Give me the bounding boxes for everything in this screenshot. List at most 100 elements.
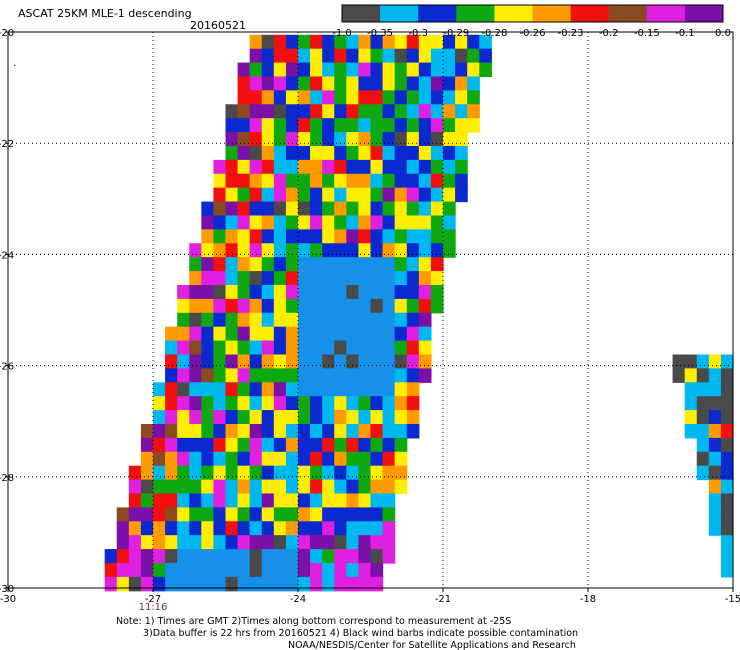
heatmap-cell (418, 187, 432, 203)
heatmap-cell (334, 521, 347, 536)
heatmap-cell (720, 479, 734, 495)
heatmap-cell (298, 535, 311, 550)
heatmap-cell (334, 271, 347, 286)
heatmap-cell (165, 396, 178, 411)
heatmap-cell (382, 34, 396, 50)
heatmap-cell (467, 76, 480, 91)
colorbar-swatch (684, 5, 724, 22)
heatmap-cell (213, 201, 227, 217)
heatmap-cell (672, 368, 686, 383)
heatmap-cell (165, 507, 178, 522)
heatmap-cell (225, 118, 239, 133)
heatmap-cell (310, 479, 323, 495)
heatmap-cell (285, 201, 299, 217)
heatmap-cell (418, 340, 432, 356)
heatmap-cell (346, 201, 360, 217)
heatmap-cell (177, 326, 190, 342)
heatmap-cell (443, 90, 456, 105)
heatmap-cell (418, 215, 432, 230)
heatmap-cell (406, 312, 420, 328)
heatmap-cell (261, 549, 275, 564)
heatmap-cell (310, 437, 323, 453)
heatmap-cell (213, 326, 227, 342)
heatmap-cell (261, 451, 275, 467)
heatmap-cell (153, 423, 166, 439)
heatmap-cell (334, 549, 347, 564)
heatmap-cell (261, 229, 275, 244)
heatmap-cell (213, 298, 227, 314)
heatmap-cell (358, 48, 372, 64)
heatmap-cell (430, 257, 444, 272)
heatmap-cell (285, 562, 299, 578)
heatmap-cell (479, 48, 492, 64)
heatmap-cell (285, 451, 299, 467)
heatmap-cell (237, 159, 251, 175)
heatmap-cell (382, 118, 396, 133)
heatmap-cell (370, 298, 384, 314)
heatmap-cell (430, 76, 444, 91)
heatmap-cell (128, 521, 142, 536)
heatmap-cell (261, 187, 275, 203)
heatmap-cell (430, 201, 444, 217)
heatmap-cell (418, 159, 432, 175)
heatmap-cell (346, 312, 360, 328)
heatmap-cell (201, 535, 215, 550)
heatmap-cell (358, 521, 372, 536)
heatmap-cell (322, 507, 335, 522)
heatmap-cell (249, 229, 263, 244)
heatmap-cell (720, 493, 734, 508)
heatmap-cell (213, 562, 227, 578)
heatmap-cell (322, 132, 335, 147)
heatmap-cell (358, 201, 372, 217)
heatmap-cell (322, 90, 335, 105)
heatmap-cell (237, 451, 251, 467)
heatmap-cell (298, 229, 311, 244)
heatmap-cell (708, 437, 722, 453)
heatmap-cell (382, 521, 396, 536)
heatmap-cell (358, 284, 372, 300)
heatmap-cell (201, 521, 215, 536)
heatmap-cell (467, 104, 480, 119)
heatmap-cell (382, 76, 396, 91)
heatmap-cell (394, 257, 408, 272)
heatmap-cell (358, 479, 372, 495)
heatmap-cell (237, 549, 251, 564)
heatmap-cell (322, 396, 335, 411)
heatmap-cell (249, 465, 263, 481)
heatmap-cell (261, 271, 275, 286)
heatmap-cell (334, 298, 347, 314)
heatmap-cell (116, 562, 130, 578)
heatmap-cell (261, 284, 275, 300)
heatmap-cell (225, 368, 239, 383)
heatmap-cell (165, 354, 178, 369)
heatmap-cell (358, 437, 372, 453)
heatmap-cell (370, 173, 384, 189)
heatmap-cell (189, 257, 202, 272)
heatmap-cell (285, 368, 299, 383)
heatmap-cell (153, 451, 166, 467)
heatmap-cell (382, 187, 396, 203)
colorbar: -1.0 -0.35 -0.3 -0.29 -0.28 -0.26 -0.23 -0.2 -0.… (332, 4, 731, 39)
heatmap-cell (298, 437, 311, 453)
colorbar-tick-label: -0.26 (520, 28, 546, 39)
heatmap-cell (177, 382, 190, 397)
heatmap-cell (358, 465, 372, 481)
heatmap-cell (406, 76, 420, 91)
heatmap-cell (406, 257, 420, 272)
heatmap-cell (310, 145, 323, 161)
heatmap-cell (334, 284, 347, 300)
heatmap-cell (249, 396, 263, 411)
heatmap-cell (249, 437, 263, 453)
heatmap-cell (708, 507, 722, 522)
heatmap-cell (346, 535, 360, 550)
heatmap-cell (322, 340, 335, 356)
heatmap-cell (225, 382, 239, 397)
heatmap-cell (382, 423, 396, 439)
heatmap-cell (322, 215, 335, 230)
heatmap-cell (285, 145, 299, 161)
heatmap-cell (273, 340, 287, 356)
heatmap-cell (696, 423, 710, 439)
heatmap-cell (358, 243, 372, 258)
heatmap-cell (273, 562, 287, 578)
heatmap-cell (358, 104, 372, 119)
